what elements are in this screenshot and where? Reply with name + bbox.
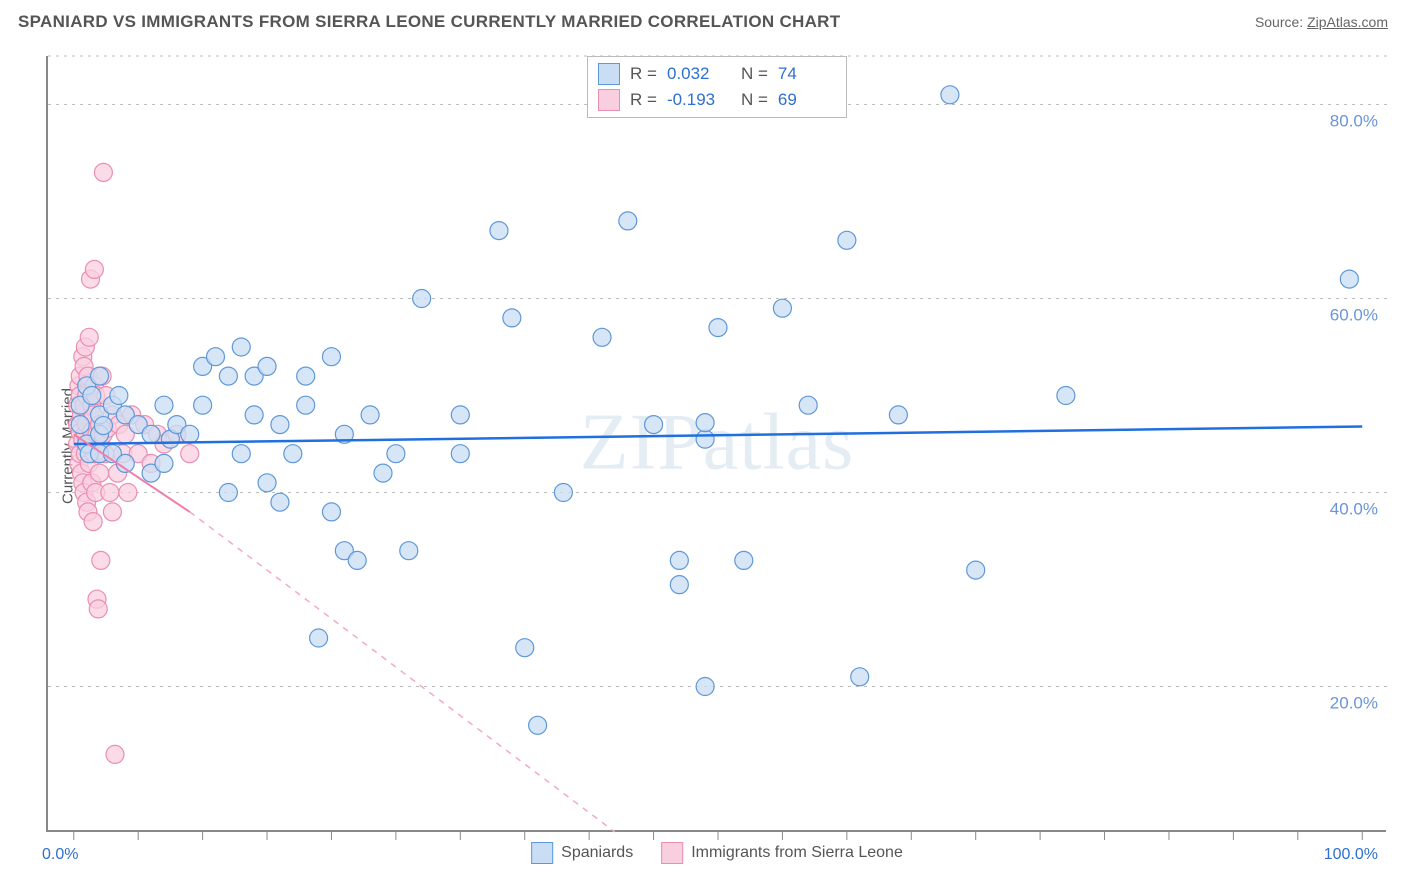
legend-item-spaniards: Spaniards <box>531 842 633 864</box>
n-label: N = <box>741 64 768 84</box>
source-link[interactable]: ZipAtlas.com <box>1307 14 1388 30</box>
swatch-spaniards-bottom <box>531 842 553 864</box>
legend-top-row-sierra: R = -0.193 N = 69 <box>598 87 836 113</box>
x-axis-label-100: 100.0% <box>1324 846 1378 864</box>
r-value-spaniards: 0.032 <box>667 64 723 84</box>
n-value-sierra: 69 <box>778 90 797 110</box>
chart-container: SPANIARD VS IMMIGRANTS FROM SIERRA LEONE… <box>0 0 1406 892</box>
legend-top: R = 0.032 N = 74 R = -0.193 N = 69 <box>587 56 847 118</box>
swatch-sierra <box>598 89 620 111</box>
swatch-spaniards <box>598 63 620 85</box>
n-label: N = <box>741 90 768 110</box>
title-row: SPANIARD VS IMMIGRANTS FROM SIERRA LEONE… <box>0 0 1406 38</box>
legend-label-spaniards: Spaniards <box>561 844 633 862</box>
legend-item-sierra: Immigrants from Sierra Leone <box>661 842 903 864</box>
chart-title: SPANIARD VS IMMIGRANTS FROM SIERRA LEONE… <box>18 12 840 32</box>
plot-area: 20.0%40.0%60.0%80.0% ZIPatlas R = 0.032 … <box>46 56 1386 832</box>
x-axis-label-0: 0.0% <box>42 846 78 864</box>
swatch-sierra-bottom <box>661 842 683 864</box>
source-prefix: Source: <box>1255 14 1307 30</box>
trendlines-svg <box>48 56 1386 830</box>
source: Source: ZipAtlas.com <box>1255 14 1388 30</box>
legend-label-sierra: Immigrants from Sierra Leone <box>691 844 903 862</box>
n-value-spaniards: 74 <box>778 64 797 84</box>
r-label: R = <box>630 64 657 84</box>
r-label: R = <box>630 90 657 110</box>
r-value-sierra: -0.193 <box>667 90 723 110</box>
legend-top-row-spaniards: R = 0.032 N = 74 <box>598 61 836 87</box>
bottom-legend: Spaniards Immigrants from Sierra Leone <box>531 842 903 864</box>
